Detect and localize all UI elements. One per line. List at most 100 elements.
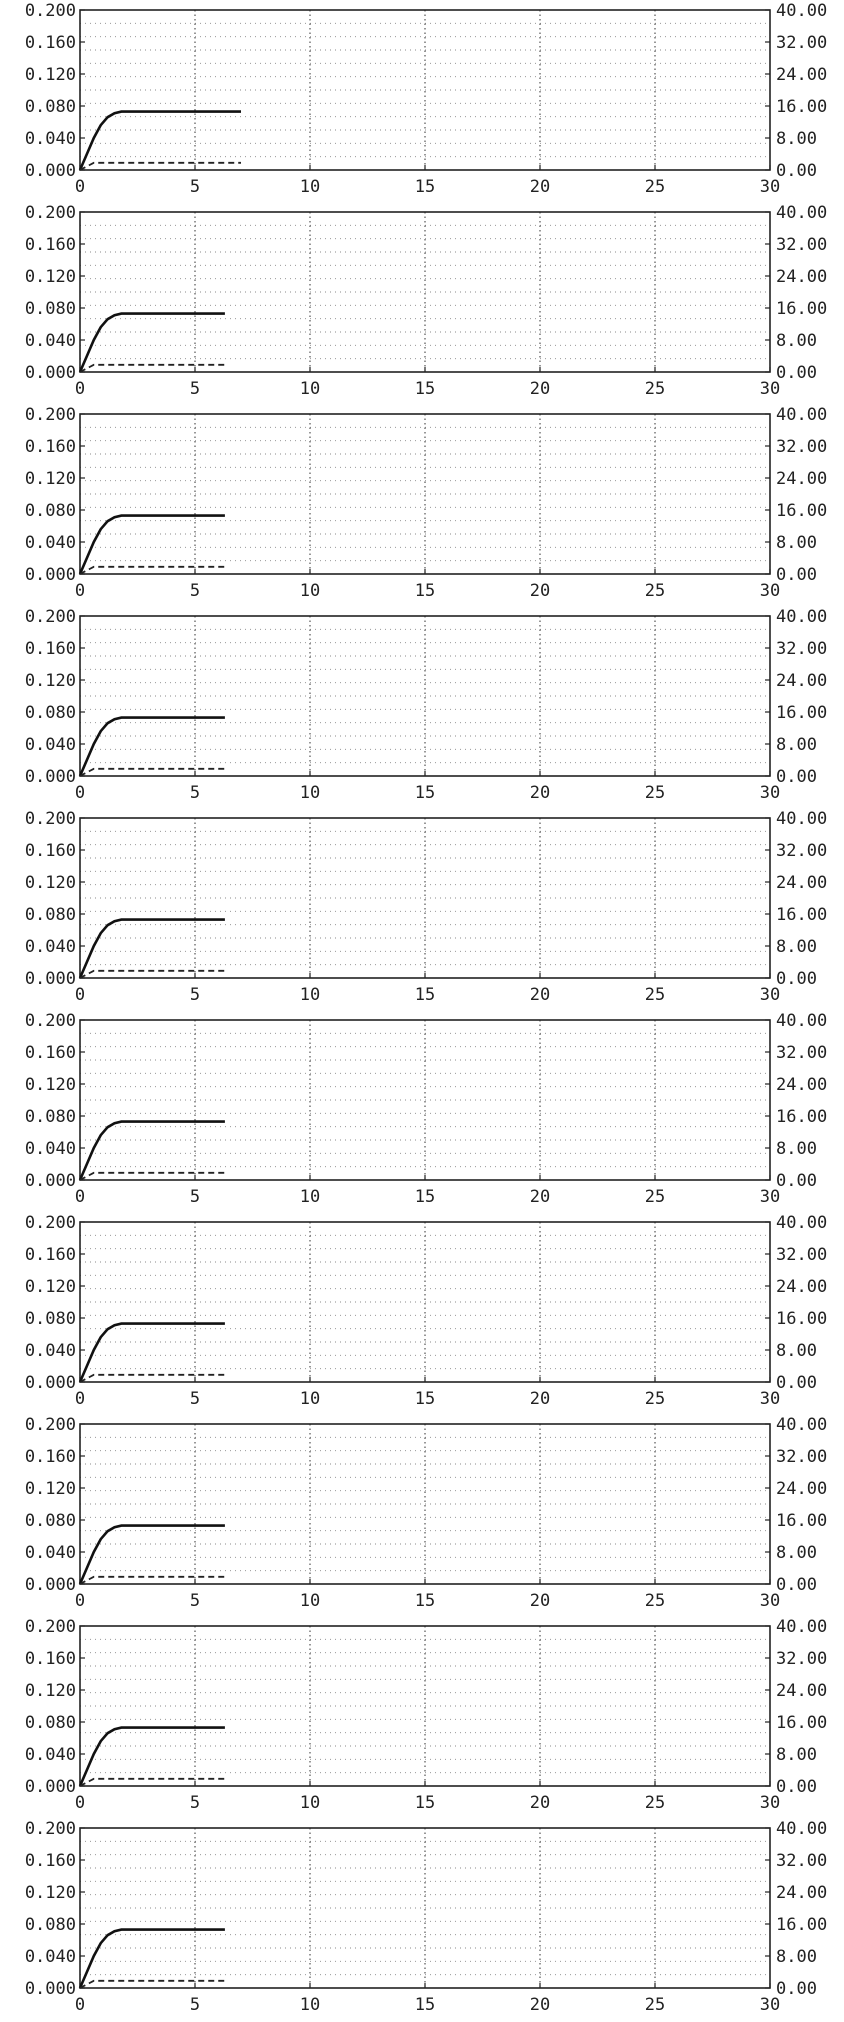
x-tick-label: 15 (415, 1995, 435, 2015)
x-tick-label: 15 (415, 379, 435, 399)
y-tick-label: 0.080 (25, 1713, 76, 1733)
y2-tick-label: 8.00 (776, 533, 817, 553)
x-tick-label: 25 (645, 783, 665, 803)
chart-panel-4: 0.000 0.040 0.080 0.120 0.160 0.200 0.00 8.00 16… (25, 607, 827, 803)
y-tick-label: 0.000 (25, 363, 76, 383)
x-tick-label: 20 (530, 1995, 550, 2015)
y2-tick-label: 24.00 (776, 1277, 827, 1297)
y-tick-label: 0.000 (25, 1777, 76, 1797)
series-line-dashed (79, 1575, 225, 1585)
x-tick-label: 0 (75, 1793, 85, 1813)
minor-grid (80, 426, 770, 562)
y-tick-label: 0.200 (25, 809, 76, 829)
y2-tick-label: 32.00 (776, 639, 827, 659)
x-tick-label: 5 (190, 581, 200, 601)
minor-grid (80, 628, 770, 764)
y2-tick-label: 16.00 (776, 501, 827, 521)
x-tick-label: 5 (190, 1187, 200, 1207)
y2-tick-label: 32.00 (776, 33, 827, 53)
x-tick-label: 15 (415, 1591, 435, 1611)
x-tick-label: 0 (75, 1995, 85, 2015)
chart-panel-6: 0.000 0.040 0.080 0.120 0.160 0.200 0.00 8.00 16… (25, 1011, 827, 1207)
x-tick-label: 10 (300, 581, 320, 601)
y-tick-label: 0.120 (25, 873, 76, 893)
y-tick-label: 0.040 (25, 1139, 76, 1159)
y-tick-label: 0.120 (25, 1883, 76, 1903)
y-tick-label: 0.120 (25, 65, 76, 85)
x-tick-label: 15 (415, 1793, 435, 1813)
x-tick-label: 25 (645, 1793, 665, 1813)
y2-tick-label: 24.00 (776, 1075, 827, 1095)
x-tick-label: 20 (530, 379, 550, 399)
y-tick-label: 0.200 (25, 1617, 76, 1637)
y-tick-label: 0.040 (25, 533, 76, 553)
x-tick-label: 15 (415, 783, 435, 803)
x-tick-label: 25 (645, 1995, 665, 2015)
series-line-dashed (79, 161, 241, 171)
chart-panel-7: 0.000 0.040 0.080 0.120 0.160 0.200 0.00 8.00 16… (25, 1213, 827, 1409)
y-tick-label: 0.000 (25, 161, 76, 181)
chart-panel-10: 0.000 0.040 0.080 0.120 0.160 0.200 0.00 8.00 16… (25, 1819, 827, 2015)
y-tick-label: 0.120 (25, 671, 76, 691)
y-tick-label: 0.160 (25, 235, 76, 255)
chart-panel-1: 0.000 0.040 0.080 0.120 0.160 0.200 0.00 8.00 16… (25, 1, 827, 197)
y2-tick-label: 16.00 (776, 703, 827, 723)
y2-tick-label: 8.00 (776, 1139, 817, 1159)
x-tick-label: 20 (530, 1793, 550, 1813)
x-tick-label: 25 (645, 985, 665, 1005)
y2-tick-label: 24.00 (776, 1681, 827, 1701)
y2-tick-label: 32.00 (776, 1245, 827, 1265)
y2-tick-label: 40.00 (776, 1, 827, 21)
y2-tick-label: 16.00 (776, 299, 827, 319)
series-line-solid (78, 716, 225, 777)
x-tick-label: 30 (760, 1995, 780, 2015)
y2-tick-label: 16.00 (776, 1713, 827, 1733)
y-tick-label: 0.080 (25, 1107, 76, 1127)
y-tick-label: 0.040 (25, 129, 76, 149)
x-tick-label: 25 (645, 1187, 665, 1207)
x-tick-label: 20 (530, 177, 550, 197)
series-line-dashed (79, 767, 225, 777)
series-line-solid (78, 514, 225, 575)
y-tick-label: 0.040 (25, 1543, 76, 1563)
y2-tick-label: 16.00 (776, 1107, 827, 1127)
y-tick-label: 0.040 (25, 937, 76, 957)
y-tick-label: 0.200 (25, 607, 76, 627)
x-tick-label: 30 (760, 581, 780, 601)
x-tick-label: 20 (530, 985, 550, 1005)
y-tick-label: 0.000 (25, 767, 76, 787)
chart-panel-8: 0.000 0.040 0.080 0.120 0.160 0.200 0.00 8.00 16… (25, 1415, 827, 1611)
series-line-solid (78, 1120, 225, 1181)
y-tick-label: 0.000 (25, 1171, 76, 1191)
y-tick-label: 0.040 (25, 1341, 76, 1361)
y-tick-label: 0.120 (25, 1075, 76, 1095)
y2-tick-label: 24.00 (776, 267, 827, 287)
series-line-solid (78, 1524, 225, 1585)
minor-grid (80, 224, 770, 360)
y2-tick-label: 32.00 (776, 1649, 827, 1669)
y-tick-label: 0.200 (25, 1213, 76, 1233)
y2-tick-label: 0.00 (776, 1171, 817, 1191)
y-tick-label: 0.000 (25, 1979, 76, 1999)
y-tick-label: 0.120 (25, 267, 76, 287)
x-tick-label: 20 (530, 1187, 550, 1207)
y2-tick-label: 0.00 (776, 161, 817, 181)
y-tick-label: 0.000 (25, 969, 76, 989)
y-tick-label: 0.200 (25, 1819, 76, 1839)
x-tick-label: 10 (300, 1995, 320, 2015)
y-tick-label: 0.160 (25, 1447, 76, 1467)
y2-tick-label: 8.00 (776, 1341, 817, 1361)
x-tick-label: 20 (530, 1591, 550, 1611)
y-tick-label: 0.200 (25, 1011, 76, 1031)
y2-tick-label: 16.00 (776, 97, 827, 117)
y-tick-label: 0.080 (25, 1915, 76, 1935)
minor-grid (80, 1234, 770, 1370)
y-tick-label: 0.080 (25, 703, 76, 723)
y-tick-label: 0.080 (25, 97, 76, 117)
series-line-dashed (79, 969, 225, 979)
y-tick-label: 0.080 (25, 905, 76, 925)
series-line-solid (78, 918, 225, 979)
series-line-dashed (79, 363, 225, 373)
x-tick-label: 10 (300, 379, 320, 399)
x-tick-label: 5 (190, 177, 200, 197)
